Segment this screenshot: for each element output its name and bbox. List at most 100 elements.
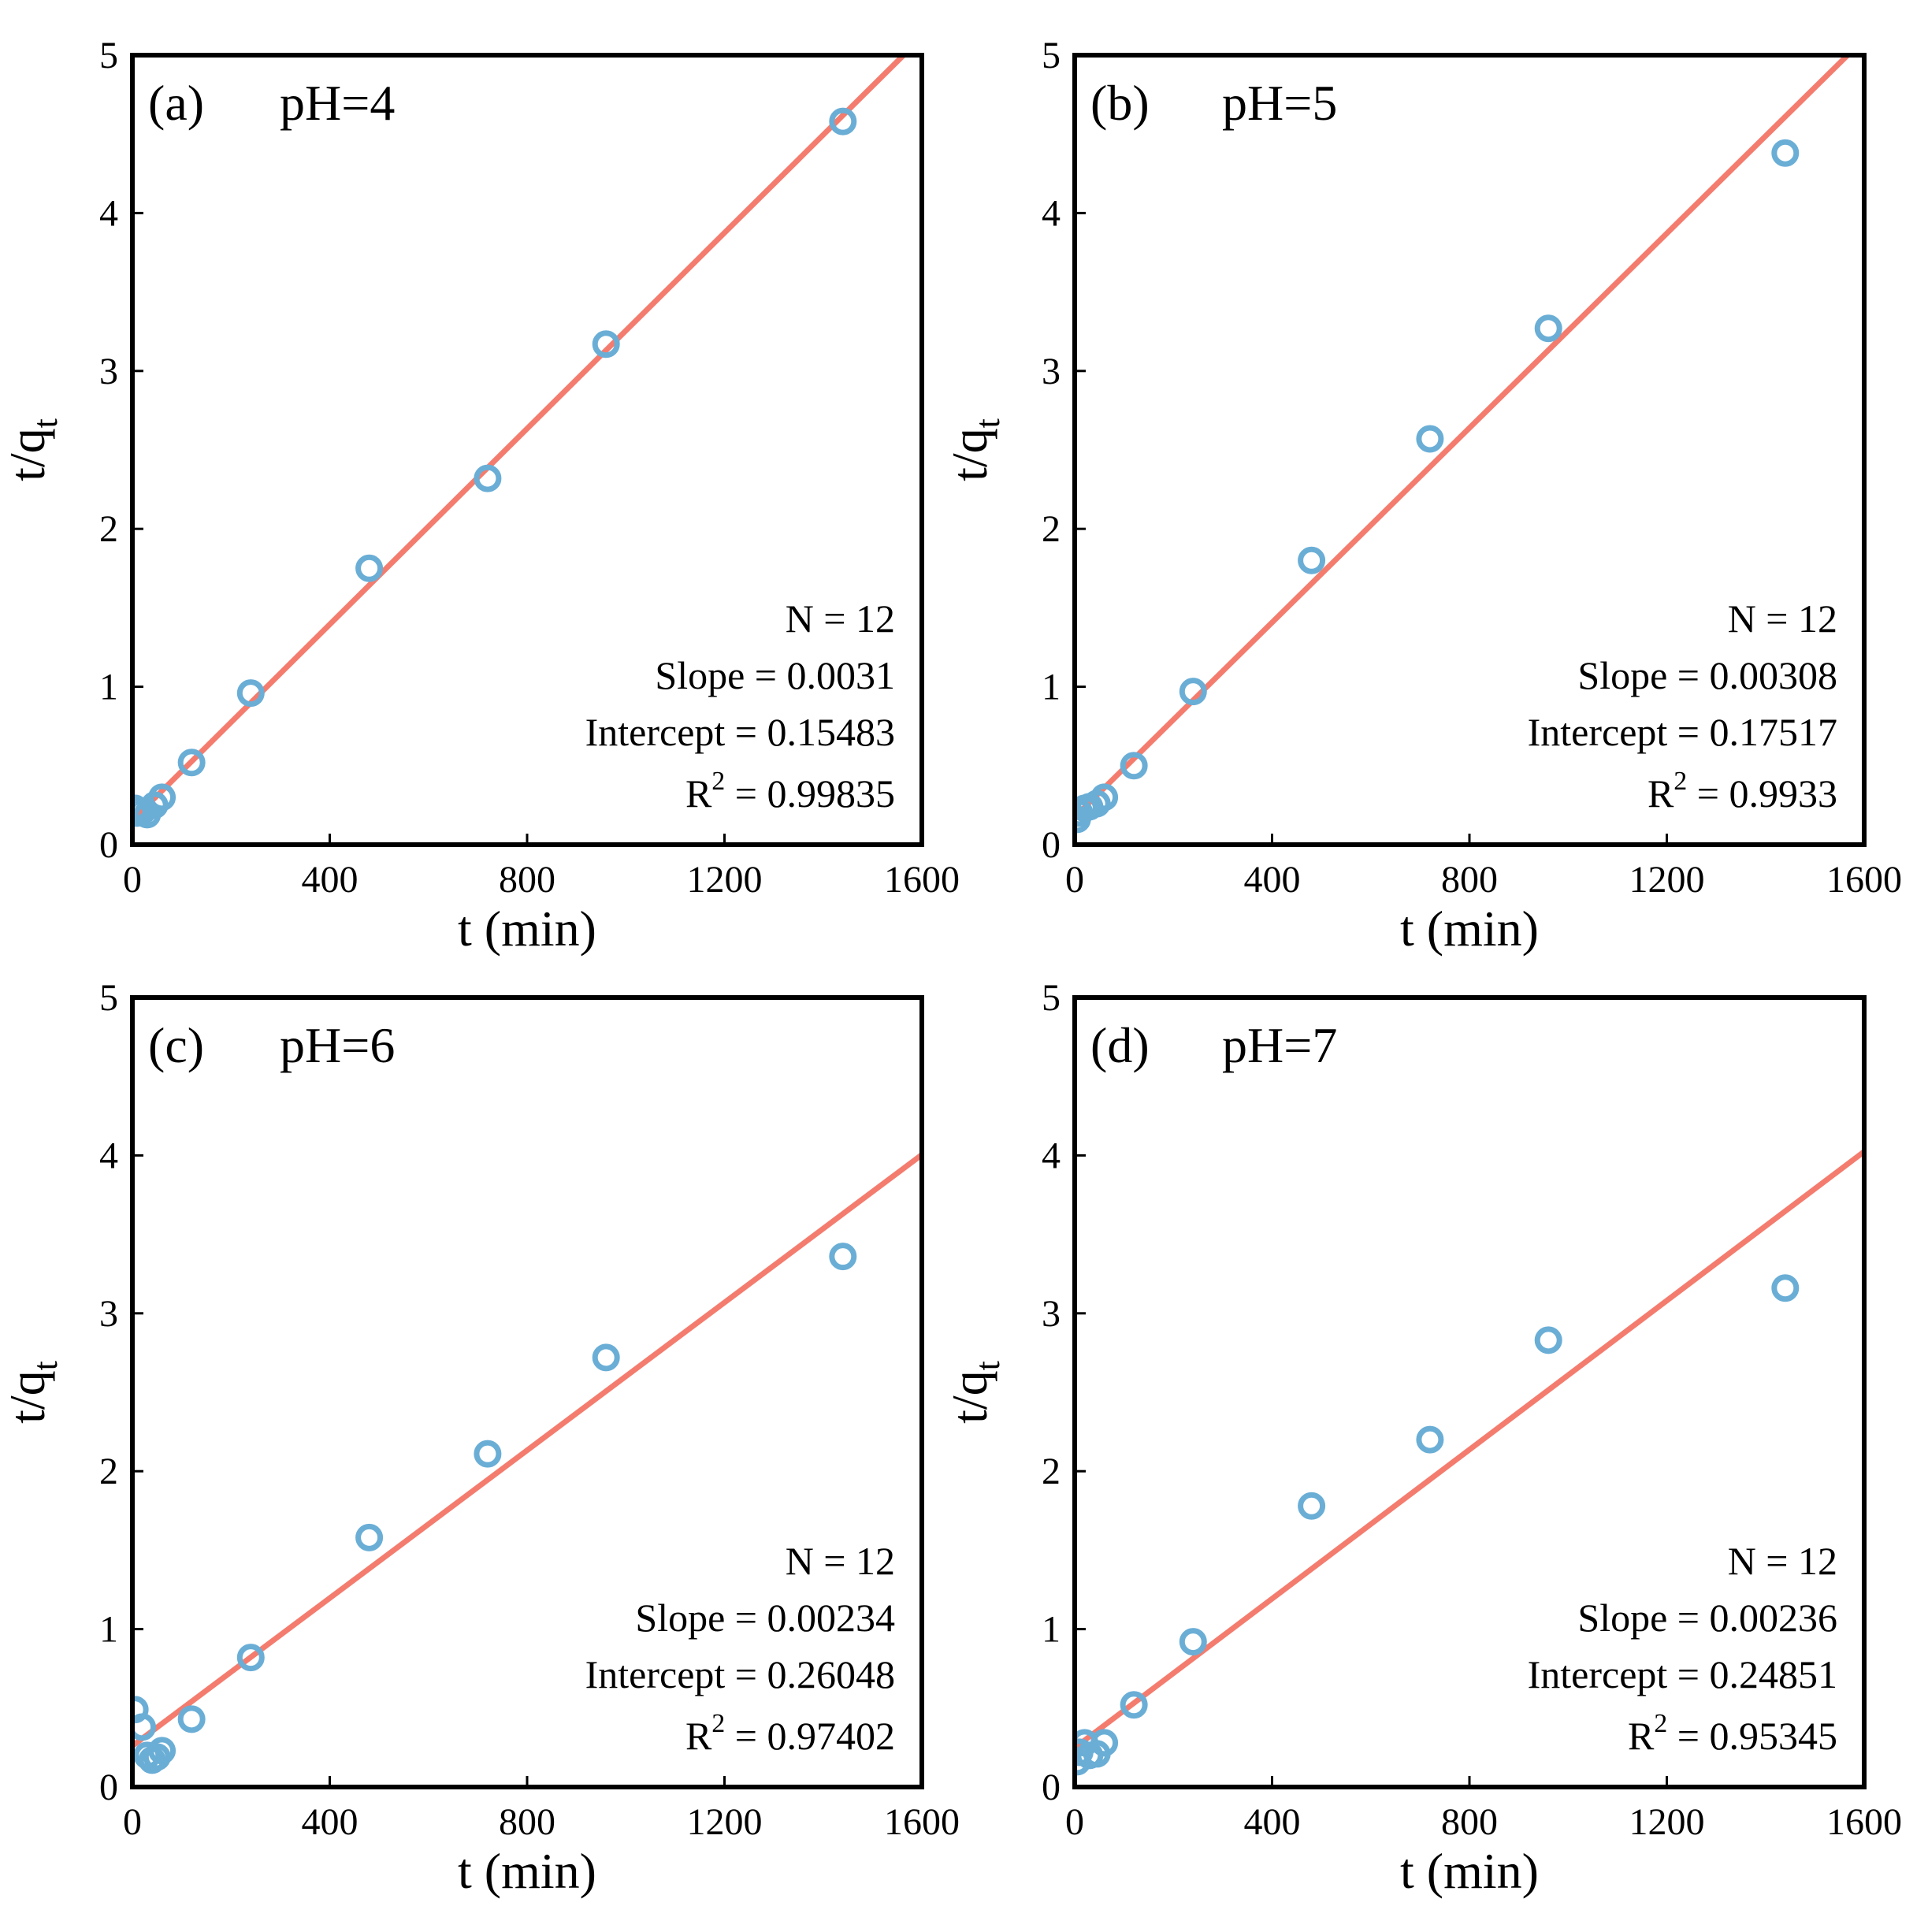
data-point <box>1416 1425 1444 1454</box>
x-tick-label: 800 <box>1441 1801 1498 1843</box>
y-tick-label: 3 <box>99 1293 118 1335</box>
panel-condition: pH=5 <box>1222 75 1337 131</box>
y-axis-title: t/qt <box>942 418 1007 481</box>
stat-slope: Slope = 0.00308 <box>1577 653 1837 697</box>
chart-panel-a: 0 400 800 1200 1600 0 1 2 3 4 5 (a) pH=4 N = 12 Slope … <box>0 35 960 957</box>
x-tick-label: 1200 <box>1629 1801 1705 1843</box>
chart-panel-b: 0 400 800 1200 1600 0 1 2 3 4 5 (b) pH=5 N = 12 Slope … <box>942 35 1902 957</box>
panel-label: (c) <box>148 1017 204 1073</box>
chart-panel-c: 0 400 800 1200 1600 0 1 2 3 4 5 (c) pH=6 N = 12 Slope … <box>0 977 960 1899</box>
y-axis-title-main: t/q <box>942 1370 997 1424</box>
data-point <box>1120 1691 1148 1719</box>
y-tick-label: 0 <box>1042 1767 1061 1808</box>
stat-n: N = 12 <box>786 1539 895 1583</box>
stat-intercept: Intercept = 0.26048 <box>585 1652 895 1696</box>
y-axis-title-subscript: t <box>968 418 1007 428</box>
stat-r2-value: = 0.95345 <box>1667 1714 1837 1758</box>
stat-r2: R2 = 0.95345 <box>1628 1709 1837 1758</box>
y-axis-title-subscript: t <box>26 1361 65 1370</box>
stat-slope: Slope = 0.00236 <box>1577 1596 1837 1640</box>
y-tick-label: 0 <box>99 1767 118 1808</box>
stat-r2-superscript: 2 <box>711 767 725 796</box>
data-point <box>1179 1628 1207 1656</box>
stat-r2: R2 = 0.9933 <box>1648 767 1837 816</box>
data-point <box>1179 678 1207 706</box>
x-tick-label: 0 <box>1065 859 1084 901</box>
y-axis-title-subscript: t <box>968 1361 1007 1370</box>
x-axis-title: t (min) <box>1400 1843 1539 1899</box>
data-point <box>1090 1729 1119 1757</box>
y-tick-label: 3 <box>1042 351 1061 392</box>
y-tick-label: 2 <box>1042 1451 1061 1492</box>
data-point <box>1771 139 1800 167</box>
data-point <box>1534 1326 1562 1354</box>
y-tick-label: 4 <box>1042 192 1061 234</box>
stat-r2-superscript: 2 <box>711 1709 725 1738</box>
x-tick-label: 400 <box>1244 1801 1301 1843</box>
y-tick-label: 5 <box>1042 977 1061 1019</box>
y-tick-label: 0 <box>99 824 118 866</box>
data-point <box>1120 752 1148 780</box>
y-tick-label: 1 <box>1042 1609 1061 1651</box>
x-tick-label: 0 <box>123 1801 142 1843</box>
data-point <box>177 749 206 777</box>
data-point <box>829 107 857 136</box>
y-axis-title: t/qt <box>942 1361 1007 1424</box>
data-point <box>177 1705 206 1733</box>
stat-r2: R2 = 0.97402 <box>685 1709 895 1758</box>
data-point <box>474 1440 502 1468</box>
data-point <box>355 554 384 582</box>
panel-condition: pH=7 <box>1222 1017 1337 1073</box>
plot-frame <box>1072 53 1867 847</box>
data-point <box>1298 546 1326 574</box>
plot-frame <box>130 995 924 1789</box>
stat-n: N = 12 <box>1728 596 1837 641</box>
x-tick-label: 800 <box>499 859 555 901</box>
stat-r2-value: = 0.99835 <box>725 771 895 816</box>
x-tick-label: 1600 <box>884 1801 960 1843</box>
x-tick-label: 1200 <box>687 859 763 901</box>
data-point <box>148 1737 176 1765</box>
y-axis-title-main: t/q <box>942 428 997 481</box>
y-tick-label: 4 <box>99 192 118 234</box>
x-tick-label: 800 <box>499 1801 555 1843</box>
x-tick-label: 1600 <box>1826 1801 1902 1843</box>
panel-label: (d) <box>1090 1017 1150 1073</box>
stat-r2-value: = 0.97402 <box>725 1714 895 1758</box>
x-tick-label: 1200 <box>687 1801 763 1843</box>
x-tick-label: 1200 <box>1629 859 1705 901</box>
stat-intercept: Intercept = 0.15483 <box>585 710 895 754</box>
y-tick-label: 3 <box>1042 1293 1061 1335</box>
y-tick-label: 4 <box>1042 1135 1061 1176</box>
x-tick-label: 800 <box>1441 859 1498 901</box>
y-tick-label: 0 <box>1042 824 1061 866</box>
plot-frame <box>130 53 924 847</box>
y-tick-label: 5 <box>99 977 118 1019</box>
y-tick-label: 1 <box>1042 667 1061 708</box>
x-tick-label: 400 <box>1244 859 1301 901</box>
data-point <box>355 1523 384 1551</box>
data-point <box>1534 314 1562 343</box>
data-point <box>236 679 265 708</box>
stat-intercept: Intercept = 0.17517 <box>1528 710 1837 754</box>
stat-r2-value: = 0.9933 <box>1687 771 1837 816</box>
y-tick-label: 3 <box>99 351 118 392</box>
data-point <box>474 464 502 492</box>
data-point <box>236 1644 265 1672</box>
stat-n: N = 12 <box>1728 1539 1837 1583</box>
data-point <box>1416 425 1444 453</box>
fit-line <box>1075 1149 1864 1750</box>
stat-intercept: Intercept = 0.24851 <box>1528 1652 1837 1696</box>
y-axis-title: t/qt <box>0 1361 65 1424</box>
x-axis-title: t (min) <box>458 1843 596 1899</box>
y-tick-label: 5 <box>99 35 118 76</box>
y-tick-label: 2 <box>99 1451 118 1492</box>
panel-label: (b) <box>1090 75 1150 131</box>
y-tick-label: 2 <box>1042 508 1061 550</box>
panel-condition: pH=6 <box>280 1017 395 1073</box>
stat-r2-superscript: 2 <box>1654 1709 1667 1738</box>
y-axis-title: t/qt <box>0 418 65 481</box>
data-point <box>132 1713 157 1741</box>
stat-r2-symbol: R <box>685 1714 712 1758</box>
